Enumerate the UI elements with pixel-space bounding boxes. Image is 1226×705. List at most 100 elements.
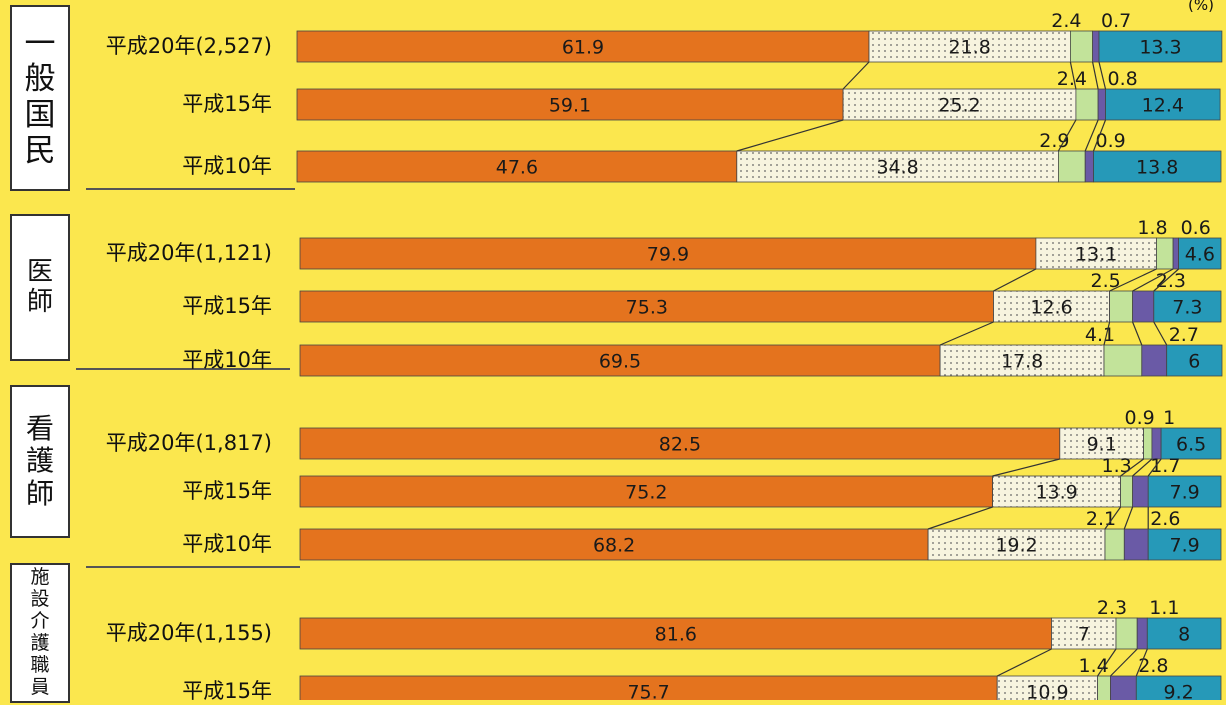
connector-line [1104, 506, 1122, 530]
data-label: 2.3 [1156, 270, 1186, 292]
data-label: 8 [1178, 624, 1190, 646]
data-label: 61.9 [562, 37, 604, 59]
data-label: 0.7 [1101, 10, 1131, 32]
bar-segment [1153, 290, 1222, 323]
group-separator [86, 566, 300, 568]
bar-segment [1109, 290, 1133, 323]
bar-segment [842, 88, 1077, 121]
data-label: 12.6 [1030, 297, 1072, 319]
data-label: 1 [1163, 407, 1175, 429]
data-label: 2.3 [1097, 597, 1127, 619]
data-label: 7.3 [1172, 297, 1202, 319]
bar-segment [299, 528, 929, 561]
data-label: 79.9 [647, 244, 689, 266]
bar-segment [1146, 617, 1222, 650]
row-label: 平成10年 [182, 154, 272, 178]
group-label-box: 一般国民 [10, 5, 70, 191]
data-label: 0.8 [1108, 68, 1138, 90]
bar-segment [1093, 150, 1222, 183]
data-label: 59.1 [549, 95, 591, 117]
bar-segment [1123, 528, 1149, 561]
row-label: 平成20年(1,121) [105, 241, 272, 265]
connector-line [1132, 268, 1174, 292]
data-label: 10.9 [1026, 682, 1068, 701]
bar-segment [1084, 150, 1094, 183]
row-label: 平成10年 [182, 348, 272, 372]
bar-segment [868, 30, 1071, 63]
bar-segment [993, 290, 1110, 323]
bar-segment [299, 290, 994, 323]
data-label: 19.2 [995, 535, 1037, 557]
bar-segment [1160, 427, 1222, 460]
data-label: 25.2 [938, 95, 980, 117]
row-label: 平成10年 [182, 532, 272, 556]
group-label-char: 介 [30, 610, 50, 633]
data-label: 75.2 [625, 482, 667, 504]
data-label: 7.9 [1169, 482, 1199, 504]
data-label: 7.9 [1169, 535, 1199, 557]
bar-segment [1132, 290, 1155, 323]
bar-segment [736, 150, 1059, 183]
data-label: 1.3 [1101, 455, 1131, 477]
data-label: 75.7 [627, 682, 669, 701]
unit-label: (%) [1188, 0, 1214, 14]
group-label-char: 施 [30, 566, 50, 589]
bar-segment [296, 150, 738, 183]
data-label: 2.7 [1169, 324, 1199, 346]
data-label: 1.1 [1149, 597, 1179, 619]
bar-segment [1070, 30, 1094, 63]
bar-segment [1098, 30, 1223, 63]
data-label: 2.4 [1051, 10, 1081, 32]
bar-segment [1136, 617, 1148, 650]
data-label: 2.6 [1150, 508, 1180, 530]
connector-line [1110, 648, 1138, 677]
data-label: 4.6 [1185, 244, 1215, 266]
data-label: 9.2 [1163, 682, 1193, 701]
data-label: 0.6 [1181, 217, 1211, 239]
bar-segment [996, 675, 1099, 700]
connector-line [736, 119, 844, 152]
connector-line [1109, 268, 1157, 292]
bar-segment [1166, 344, 1223, 377]
bar-segment [1120, 475, 1133, 508]
connector-line [992, 458, 1060, 477]
connector-line [927, 506, 993, 530]
connector-line [1092, 119, 1107, 152]
bar-segment [1115, 617, 1138, 650]
data-label: 1.7 [1150, 455, 1180, 477]
group-label-box: 医師 [10, 214, 70, 361]
connector-line [1135, 648, 1148, 677]
bar-segment [1103, 344, 1143, 377]
group-label-box: 施設介護職員 [10, 563, 70, 703]
data-label: 2.9 [1039, 130, 1069, 152]
data-label: 6 [1188, 351, 1200, 373]
group-label-char: 国 [24, 97, 56, 133]
group-label-char: 師 [25, 476, 54, 510]
connector-line [939, 321, 994, 346]
group-separator [76, 368, 290, 370]
row-label: 平成15年 [182, 479, 272, 503]
data-label: 2.5 [1090, 270, 1120, 292]
bar-segment [1172, 237, 1179, 270]
data-label: 13.8 [1136, 157, 1178, 179]
bar-segment [1178, 237, 1222, 270]
row-label: 平成20年(1,817) [105, 431, 272, 455]
bar-segment [992, 475, 1121, 508]
connector-line [1123, 506, 1134, 530]
group-label-char: 師 [26, 286, 53, 317]
bar-segment [1110, 675, 1137, 700]
data-label: 1.8 [1137, 217, 1167, 239]
row-label: 平成20年(2,527) [105, 34, 272, 58]
row-label: 平成15年 [182, 679, 272, 703]
bar-segment [299, 237, 1037, 270]
group-label-box: 看護師 [10, 385, 70, 538]
data-label: 13.3 [1139, 37, 1181, 59]
connector-line [1132, 321, 1143, 346]
connector-line [1132, 458, 1153, 477]
connector-line [1097, 648, 1117, 677]
bar-segment [1105, 88, 1221, 121]
bar-segment [1051, 617, 1117, 650]
bar-segment [1147, 475, 1222, 508]
data-label: 13.1 [1075, 244, 1117, 266]
